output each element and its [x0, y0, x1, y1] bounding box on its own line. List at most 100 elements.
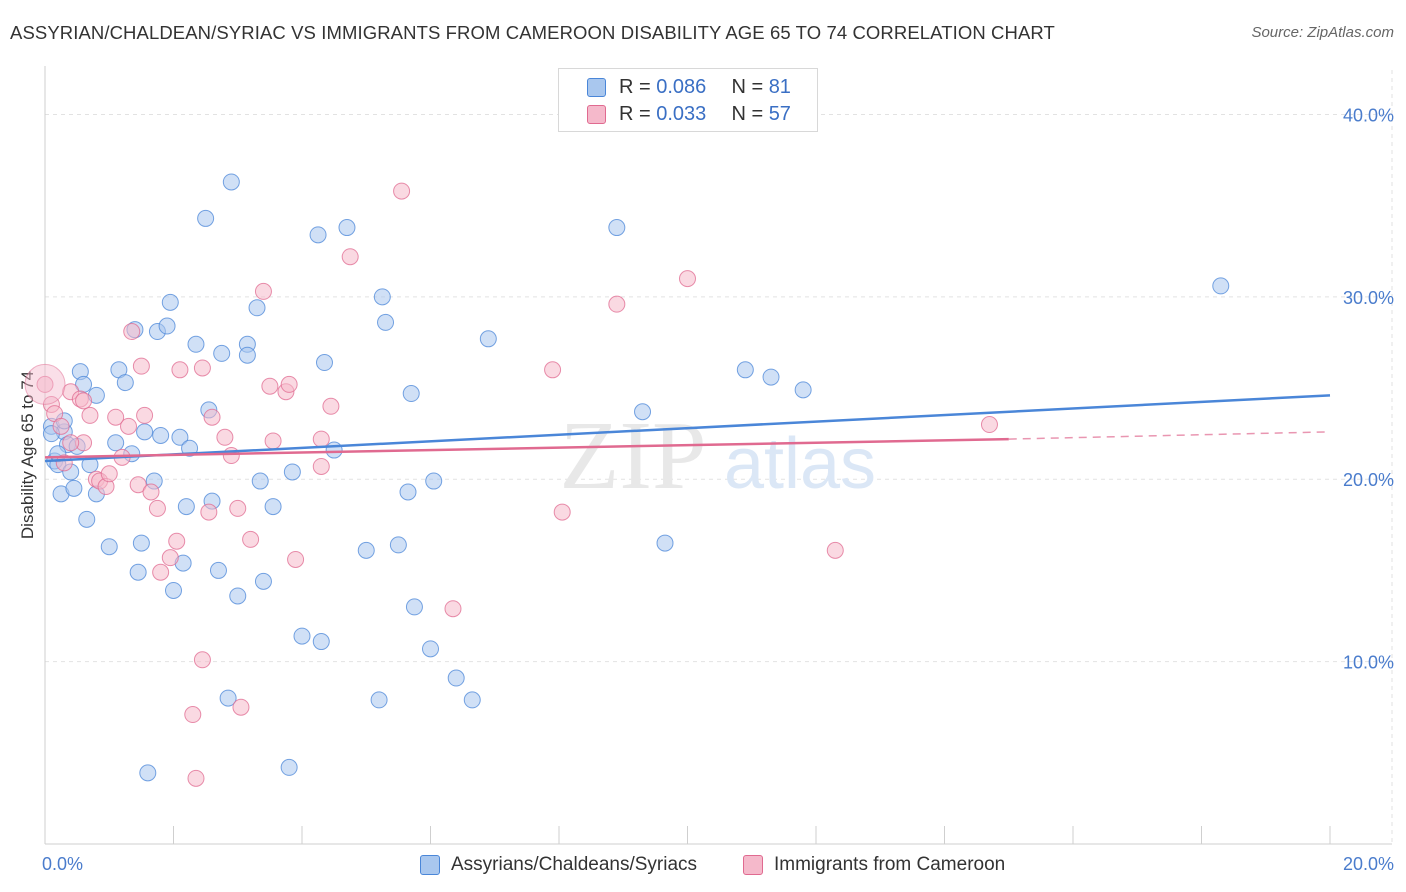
blue-swatch: [420, 855, 440, 875]
cameroon-point-large: [24, 363, 66, 405]
assyrian-point: [634, 403, 652, 421]
n-label: N =: [731, 102, 764, 125]
cameroon-point: [679, 270, 696, 288]
cameroon-point: [287, 550, 305, 568]
stats-legend-row-blue: R = 0.086 N = 81: [587, 75, 791, 99]
assyrian-point: [370, 691, 388, 709]
n-value: 57: [768, 102, 791, 125]
cameroon-point: [36, 375, 54, 393]
cameroon-point: [229, 499, 247, 517]
watermark: ZIP atlas: [560, 402, 877, 510]
assyrian-point: [405, 598, 423, 616]
cameroon-point: [280, 375, 298, 393]
assyrian-point: [377, 313, 395, 331]
legend-item-cameroon[interactable]: Immigrants from Cameroon: [743, 852, 1005, 878]
legend-label-cameroon: Immigrants from Cameroon: [774, 854, 1006, 875]
cameroon-trend-extension: [1008, 431, 1331, 440]
cameroon-point: [100, 465, 118, 483]
r-value: 0.033: [656, 102, 707, 125]
assyrian-point: [656, 534, 674, 552]
assyrian-point: [107, 434, 125, 452]
assyrian-point: [229, 587, 247, 605]
r-label: R =: [619, 102, 651, 125]
cameroon-point: [312, 457, 330, 475]
cameroon-point: [608, 295, 626, 313]
assyrian-point: [165, 581, 182, 599]
assyrian-point: [132, 534, 150, 552]
legend-label-assyrians: Assyrians/Chaldeans/Syriacs: [451, 854, 698, 875]
y-tick-label: 20.0%: [1343, 470, 1394, 490]
cameroon-point: [254, 282, 272, 300]
assyrian-point: [78, 510, 96, 528]
assyrian-point: [447, 669, 465, 687]
assyrian-point: [794, 381, 812, 399]
cameroon-point: [120, 417, 138, 435]
cameroon-point: [132, 357, 150, 375]
assyrian-point: [1212, 277, 1230, 295]
pink-swatch: [587, 104, 606, 124]
cameroon-point: [62, 434, 80, 452]
data-points: [24, 173, 1230, 787]
cameroon-point: [232, 698, 250, 716]
assyrian-point: [238, 346, 256, 364]
r-value: 0.086: [656, 75, 707, 98]
assyrian-point: [280, 758, 298, 776]
cameroon-point: [52, 417, 70, 435]
assyrian-point: [213, 344, 231, 362]
assyrian-point: [65, 479, 83, 497]
assyrian-point: [161, 293, 179, 311]
cameroon-point: [444, 600, 462, 618]
assyrian-point: [251, 472, 269, 490]
cameroon-point: [142, 483, 160, 501]
cameroon-point: [148, 499, 166, 517]
cameroon-point: [184, 706, 202, 724]
assyrian-point: [264, 498, 282, 516]
cameroon-point: [544, 361, 562, 379]
n-value: 81: [768, 75, 791, 98]
assyrian-point: [293, 627, 311, 645]
assyrian-point: [139, 764, 157, 782]
cameroon-point: [193, 359, 211, 377]
assyrian-point: [762, 368, 780, 386]
stats-legend-row-pink: R = 0.033 N = 57: [587, 102, 791, 126]
assyrian-point: [425, 472, 443, 490]
assyrian-trend-line: [44, 394, 1331, 463]
cameroon-point: [264, 432, 282, 450]
cameroon-point: [200, 503, 218, 521]
assyrian-point: [197, 209, 215, 227]
x-tick-label: 0.0%: [42, 854, 83, 874]
chart-title: ASSYRIAN/CHALDEAN/SYRIAC VS IMMIGRANTS F…: [10, 22, 1055, 43]
assyrian-point: [373, 288, 391, 306]
assyrian-point: [187, 335, 205, 353]
pink-swatch: [743, 855, 763, 875]
assyrian-point: [325, 441, 343, 459]
assyrian-point: [422, 640, 439, 658]
legend-item-assyrians[interactable]: Assyrians/Chaldeans/Syriacs: [420, 852, 697, 878]
assyrian-point: [309, 226, 327, 244]
source-label: Source: ZipAtlas.com: [1251, 24, 1394, 41]
cameroon-point: [136, 406, 154, 424]
cameroon-point: [826, 541, 844, 559]
cameroon-point: [312, 430, 330, 448]
cameroon-point: [222, 447, 240, 465]
assyrian-point: [100, 538, 118, 556]
assyrian-point: [209, 561, 227, 579]
blue-swatch: [587, 77, 606, 97]
cameroon-point: [980, 416, 998, 434]
x-tick-label: 20.0%: [1343, 854, 1394, 874]
cameroon-point: [187, 769, 205, 787]
assyrian-point: [315, 354, 333, 372]
cameroon-point: [75, 392, 93, 410]
axes: [44, 66, 1392, 845]
assyrian-point: [136, 423, 154, 441]
assyrian-point: [338, 219, 356, 237]
assyrian-point: [248, 299, 266, 317]
assyrian-point: [357, 541, 375, 559]
grid-lines: [45, 70, 1393, 844]
r-label: R =: [619, 75, 651, 98]
cameroon-point: [81, 406, 99, 424]
assyrian-point: [399, 483, 417, 501]
assyrian-point: [608, 219, 626, 237]
cameroon-point: [107, 408, 125, 426]
assyrian-point: [116, 374, 134, 392]
